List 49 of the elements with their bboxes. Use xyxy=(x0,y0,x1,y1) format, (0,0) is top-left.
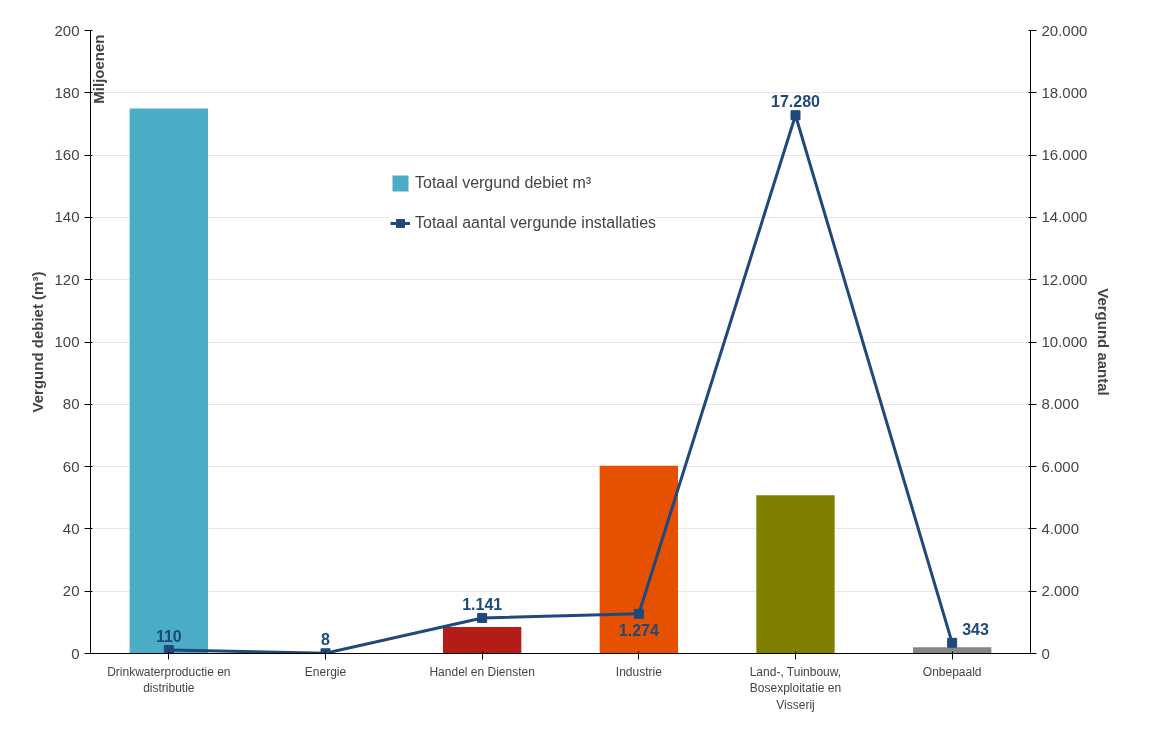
y-tick-label: 60 xyxy=(62,457,80,475)
y2-tick-label: 12.000 xyxy=(1041,270,1088,288)
y2-tick-label: 14.000 xyxy=(1041,208,1088,226)
y-tick-label: 100 xyxy=(54,333,80,350)
bar xyxy=(443,627,522,654)
y-axis-title: Vergund debiet (m³) xyxy=(29,271,47,413)
y2-tick-label: 10.000 xyxy=(1041,333,1088,350)
y-tick-label: 200 xyxy=(54,21,80,39)
legend-label: Totaal aantal vergunde installaties xyxy=(415,214,657,232)
bar xyxy=(599,465,678,654)
bar xyxy=(756,495,835,654)
x-tick-label: Drinkwaterproductie en distributie xyxy=(107,664,231,696)
y-tick-label: 160 xyxy=(54,146,80,164)
x-tick-label: Handel en Diensten xyxy=(429,664,535,679)
data-label: 17.280 xyxy=(771,93,821,111)
data-label: 8 xyxy=(321,631,331,649)
y2-tick-label: 0 xyxy=(1041,644,1050,662)
y2-tick-label: 20.000 xyxy=(1041,21,1088,39)
legend-label: Totaal vergund debiet m³ xyxy=(415,174,592,192)
data-label: 110 xyxy=(155,628,182,646)
y2-tick-label: 16.000 xyxy=(1041,146,1088,164)
bar xyxy=(913,647,992,654)
point xyxy=(633,608,644,619)
y2-tick-label: 2.000 xyxy=(1041,582,1080,600)
data-label: 343 xyxy=(962,620,989,638)
y-tick-label: 0 xyxy=(71,644,80,662)
point xyxy=(477,612,488,623)
data-label: 1.141 xyxy=(462,595,503,613)
y-tick-label: 20 xyxy=(62,582,80,600)
annotation: Miljoenen xyxy=(89,34,107,104)
y-tick-label: 120 xyxy=(54,270,80,288)
x-tick-label: Industrie xyxy=(615,664,663,679)
point xyxy=(790,110,801,121)
point xyxy=(163,645,174,654)
x-tick-label: Energie xyxy=(304,664,347,679)
y2-tick-label: 18.000 xyxy=(1041,83,1088,101)
bar xyxy=(129,108,208,654)
y2-axis-title: Vergund aantal xyxy=(1095,288,1113,396)
data-label: 1.274 xyxy=(618,621,659,639)
y2-tick-label: 8.000 xyxy=(1041,395,1080,413)
x-tick-label: Land-, Tuinbouw, Bosexploitatie en Visserij xyxy=(749,664,842,713)
y-tick-label: 40 xyxy=(62,519,80,537)
y2-tick-label: 6.000 xyxy=(1041,457,1080,475)
y-tick-label: 140 xyxy=(54,208,80,226)
x-tick-label: Onbepaald xyxy=(922,664,982,679)
y-tick-label: 80 xyxy=(62,395,80,413)
point xyxy=(947,637,958,648)
y2-tick-label: 4.000 xyxy=(1041,519,1080,537)
y-tick-label: 180 xyxy=(54,83,80,101)
